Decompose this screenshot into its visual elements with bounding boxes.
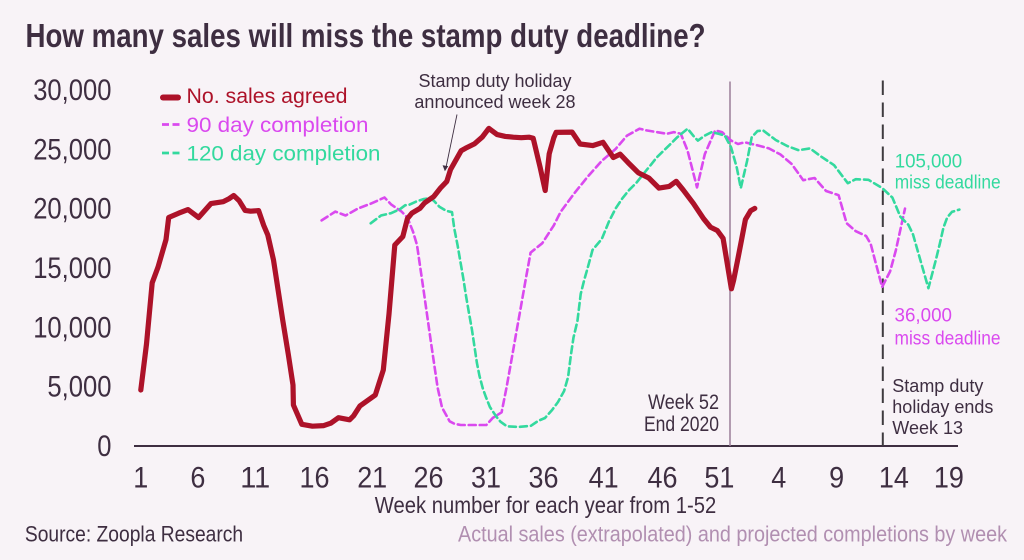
svg-text:1: 1 — [133, 462, 148, 495]
svg-text:10,000: 10,000 — [33, 311, 111, 344]
svg-text:9: 9 — [829, 462, 844, 495]
svg-text:14: 14 — [879, 462, 909, 495]
svg-text:36: 36 — [529, 462, 559, 495]
svg-text:120 day completion: 120 day completion — [187, 142, 381, 165]
svg-text:16: 16 — [300, 462, 330, 495]
svg-text:How many sales will miss the s: How many sales will miss the stamp duty … — [26, 17, 706, 54]
svg-text:Actual sales (extrapolated) an: Actual sales (extrapolated) and projecte… — [458, 521, 1008, 546]
svg-text:19: 19 — [934, 462, 964, 495]
svg-text:41: 41 — [589, 462, 619, 495]
svg-text:Week 52: Week 52 — [648, 391, 719, 414]
svg-text:5,000: 5,000 — [47, 371, 111, 404]
svg-text:90 day completion: 90 day completion — [187, 114, 369, 137]
svg-text:Stamp duty: Stamp duty — [892, 376, 983, 396]
svg-text:4: 4 — [771, 462, 786, 495]
svg-text:11: 11 — [240, 462, 270, 495]
svg-text:No. sales agreed: No. sales agreed — [187, 85, 348, 108]
svg-text:25,000: 25,000 — [33, 133, 111, 166]
svg-text:miss deadline: miss deadline — [895, 329, 1001, 350]
svg-text:holiday ends: holiday ends — [892, 397, 993, 417]
svg-text:Stamp duty holiday: Stamp duty holiday — [418, 71, 571, 91]
svg-text:6: 6 — [190, 462, 205, 495]
svg-text:31: 31 — [471, 462, 501, 495]
svg-text:20,000: 20,000 — [33, 193, 111, 226]
svg-text:26: 26 — [414, 462, 444, 495]
svg-text:Week 13: Week 13 — [892, 418, 963, 438]
svg-text:15,000: 15,000 — [33, 252, 111, 285]
svg-text:21: 21 — [357, 462, 387, 495]
svg-text:36,000: 36,000 — [895, 306, 953, 327]
svg-text:30,000: 30,000 — [33, 74, 111, 107]
svg-text:0: 0 — [97, 430, 111, 463]
svg-text:announced week 28: announced week 28 — [414, 92, 575, 112]
svg-text:miss deadline: miss deadline — [895, 172, 1001, 193]
svg-text:51: 51 — [704, 462, 734, 495]
svg-text:105,000: 105,000 — [895, 151, 963, 172]
svg-text:Source: Zoopla Research: Source: Zoopla Research — [25, 521, 243, 546]
svg-text:46: 46 — [648, 462, 678, 495]
svg-text:End 2020: End 2020 — [644, 413, 719, 436]
svg-text:Week number for each year from: Week number for each year from 1-52 — [375, 492, 716, 518]
